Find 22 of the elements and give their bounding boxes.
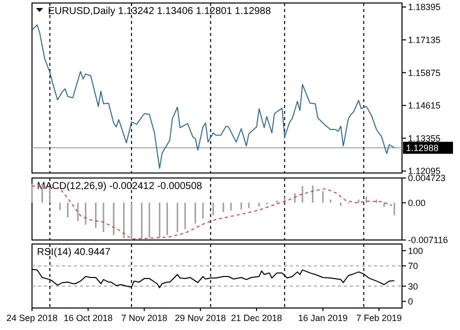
y-tick-label: 100	[408, 246, 424, 256]
x-tick-label: 7 Feb 2019	[356, 313, 402, 323]
x-tick-label: 21 Dec 2018	[231, 313, 282, 323]
chart-title: RSI(14) 40.9447	[37, 247, 111, 258]
y-tick-label: 30	[408, 281, 418, 292]
x-tick-label: 16 Jan 2019	[298, 313, 348, 323]
x-tick-label: 29 Nov 2018	[174, 313, 226, 323]
y-tick-label: -0.007116	[408, 235, 448, 246]
x-tick-label: 7 Nov 2018	[121, 313, 168, 323]
x-tick-label: 16 Oct 2018	[64, 313, 113, 323]
y-tick-label: 1.18395	[408, 2, 441, 12]
ref-line-label: 1.12988	[406, 142, 439, 153]
y-tick-label: 0.00	[408, 198, 426, 208]
y-tick-label: 1.14615	[408, 100, 441, 111]
y-tick-label: 0	[408, 296, 414, 307]
x-tick-label: 24 Sep 2018	[6, 313, 58, 323]
y-tick-label: 1.17135	[408, 34, 441, 45]
y-tick-label: 1.13355	[408, 133, 441, 144]
y-tick-label: 1.15875	[408, 68, 441, 78]
chart-title: EURUSD,Daily 1.13242 1.13406 1.12801 1.12988	[48, 6, 272, 17]
y-tick-label: 0.004723	[408, 173, 446, 184]
y-tick-label: 70	[408, 260, 418, 271]
